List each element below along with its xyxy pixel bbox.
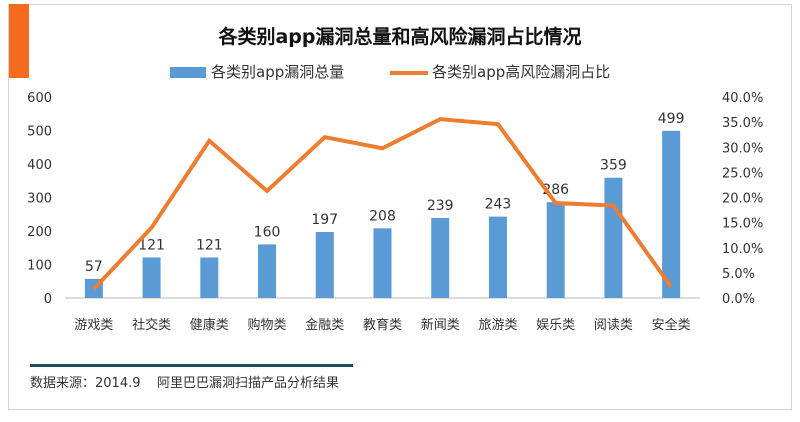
category-label: 健康类 <box>190 317 229 333</box>
data-label: 208 <box>369 208 396 224</box>
right-axis-tick: 15.0% <box>722 217 763 232</box>
data-label: 121 <box>138 237 165 253</box>
right-axis-tick: 35.0% <box>722 116 763 131</box>
data-label: 197 <box>311 212 338 228</box>
right-axis-tick: 0.0% <box>722 292 755 307</box>
left-axis-tick: 500 <box>27 125 52 140</box>
right-axis-tick: 25.0% <box>722 166 763 181</box>
data-label: 239 <box>427 198 454 214</box>
left-axis-tick: 200 <box>27 225 52 240</box>
right-axis-tick: 20.0% <box>722 192 763 207</box>
category-label: 安全类 <box>652 317 691 333</box>
category-label: 金融类 <box>305 317 344 333</box>
category-label: 阅读类 <box>594 318 633 333</box>
data-label: 121 <box>196 237 223 253</box>
bar <box>488 216 507 298</box>
category-label: 旅游类 <box>478 318 517 333</box>
right-axis-tick: 10.0% <box>722 242 763 257</box>
bar <box>258 244 277 298</box>
bar <box>373 228 392 298</box>
data-label: 160 <box>254 224 281 240</box>
data-label: 359 <box>600 158 627 174</box>
data-label: 243 <box>485 197 512 213</box>
legend-line-swatch <box>390 71 428 75</box>
right-axis-tick: 30.0% <box>722 141 763 156</box>
category-label: 新闻类 <box>421 317 460 333</box>
chart-title: 各类别app漏洞总量和高风险漏洞占比情况 <box>218 26 582 48</box>
legend-bar-swatch <box>170 67 206 78</box>
bar <box>604 177 623 298</box>
category-label: 游戏类 <box>74 318 113 333</box>
left-axis-tick: 300 <box>27 192 52 207</box>
legend-bar-label: 各类别app漏洞总量 <box>211 63 345 81</box>
legend-line-label: 各类别app高风险漏洞占比 <box>432 63 611 81</box>
bar <box>662 130 681 298</box>
bar <box>546 202 565 298</box>
left-axis-tick: 600 <box>27 91 52 106</box>
bar <box>142 257 161 298</box>
left-axis-tick: 0 <box>44 292 52 307</box>
category-label: 教育类 <box>363 317 402 333</box>
source-rule <box>30 364 353 367</box>
bar <box>431 217 450 298</box>
bar <box>200 257 219 298</box>
data-label: 57 <box>85 259 103 275</box>
right-axis-tick: 5.0% <box>722 267 755 282</box>
data-label: 499 <box>658 111 685 127</box>
left-axis-tick: 100 <box>27 259 52 274</box>
bar <box>315 232 334 298</box>
category-label: 购物类 <box>248 317 287 333</box>
right-axis-tick: 40.0% <box>722 91 763 106</box>
category-label: 社交类 <box>132 317 171 333</box>
accent-bar <box>9 4 29 78</box>
source-note: 数据来源：2014.9 阿里巴巴漏洞扫描产品分析结果 <box>30 376 340 391</box>
category-label: 娱乐类 <box>536 318 575 333</box>
left-axis-tick: 400 <box>27 158 52 173</box>
